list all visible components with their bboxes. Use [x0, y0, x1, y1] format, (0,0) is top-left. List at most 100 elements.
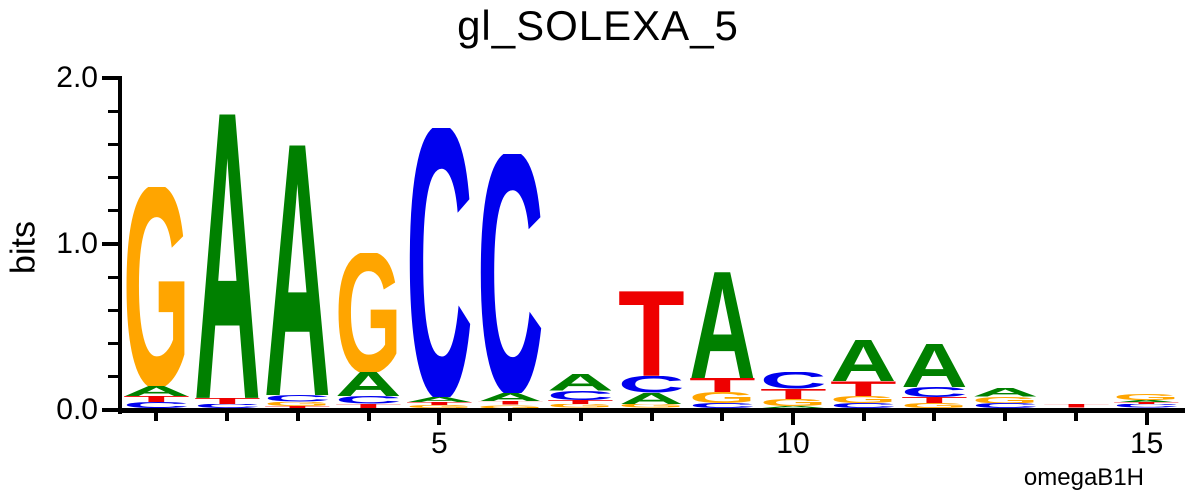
svg-text:A: A — [830, 340, 897, 382]
svg-text:C: C — [760, 372, 827, 389]
svg-text:T: T — [901, 397, 968, 403]
svg-text:T: T — [335, 404, 402, 408]
logo-letter-T: T — [830, 381, 897, 396]
svg-text:C: C — [1113, 404, 1180, 408]
logo-letter-C: C — [1113, 404, 1180, 408]
logo-letter-A: A — [901, 344, 968, 387]
svg-text:G: G — [264, 402, 331, 406]
logo-letter-G: G — [830, 396, 897, 403]
logo-letter-A: A — [618, 393, 685, 405]
svg-text:A: A — [689, 272, 756, 378]
svg-text:C: C — [335, 396, 402, 403]
x-tick-minor — [1073, 413, 1078, 421]
svg-text:A: A — [123, 386, 190, 396]
x-tick-minor — [578, 413, 583, 421]
logo-letter-A: A — [972, 388, 1039, 396]
svg-text:T: T — [123, 396, 190, 402]
svg-text:T: T — [1113, 402, 1180, 404]
svg-text:C: C — [901, 387, 968, 397]
logo-letter-C: C — [618, 376, 685, 393]
logo-letter-G: G — [477, 405, 544, 408]
x-tick-minor — [932, 413, 937, 421]
svg-text:A: A — [477, 393, 544, 401]
svg-text:C: C — [689, 403, 756, 408]
svg-text:A: A — [901, 344, 968, 387]
svg-text:G: G — [689, 392, 756, 403]
logo-letter-G: G — [760, 399, 827, 406]
logo-letter-A: A — [1113, 400, 1180, 402]
svg-text:T: T — [264, 406, 331, 408]
y-tick-major — [102, 76, 118, 80]
logo-letter-C: C — [972, 403, 1039, 408]
logo-letter-A: A — [123, 386, 190, 396]
y-tick-major — [102, 408, 118, 412]
logo-letter-T: T — [689, 378, 756, 392]
svg-text:T: T — [477, 401, 544, 405]
logo-letter-C: C — [689, 403, 756, 408]
logo-letter-G: G — [547, 404, 614, 408]
logo-letter-A: A — [477, 393, 544, 401]
y-tick-major — [102, 242, 118, 246]
logo-letter-T: T — [406, 402, 473, 405]
y-tick-minor — [108, 209, 118, 213]
svg-text:A: A — [760, 406, 827, 408]
logo-letter-T: T — [901, 397, 968, 403]
x-tick-label: 5 — [430, 427, 448, 460]
svg-text:G: G — [760, 399, 827, 406]
x-axis-line — [118, 408, 1185, 413]
x-tick-minor — [649, 413, 654, 421]
logo-letter-A: A — [194, 114, 261, 398]
svg-text:T: T — [406, 402, 473, 405]
svg-text:G: G — [406, 405, 473, 408]
logo-letter-T: T — [335, 404, 402, 408]
logo-letter-G: G — [264, 402, 331, 406]
logo-letter-G: G — [618, 404, 685, 408]
x-tick-major — [790, 413, 795, 425]
svg-text:A: A — [406, 397, 473, 402]
svg-text:T: T — [618, 291, 685, 376]
x-tick-minor — [225, 413, 230, 421]
svg-text:C: C — [618, 376, 685, 393]
svg-text:A: A — [194, 114, 261, 398]
y-tick-minor — [108, 109, 118, 113]
logo-letter-T: T — [618, 291, 685, 376]
logo-letter-A: A — [689, 272, 756, 378]
logo-letter-T: T — [477, 401, 544, 405]
x-tick-minor — [861, 413, 866, 421]
logo-letter-C: C — [123, 402, 190, 408]
svg-text:A: A — [1113, 400, 1180, 402]
y-tick-label: 0.0 — [56, 393, 98, 426]
svg-text:C: C — [547, 391, 614, 400]
logo-letter-T: T — [194, 398, 261, 404]
svg-text:C: C — [830, 403, 897, 408]
x-tick-major — [1144, 413, 1149, 425]
svg-text:G: G — [1113, 394, 1180, 400]
svg-text:A: A — [547, 374, 614, 391]
x-tick-minor — [508, 413, 513, 421]
y-axis-line — [118, 76, 122, 414]
logo-letter-C: C — [760, 372, 827, 389]
svg-text:A: A — [264, 145, 331, 396]
logo-column: T — [1043, 404, 1110, 408]
y-tick-minor — [108, 176, 118, 180]
logo-letter-A: A — [264, 145, 331, 396]
svg-text:C: C — [972, 403, 1039, 408]
logo-letter-T: T — [264, 406, 331, 408]
svg-text:G: G — [618, 404, 685, 408]
svg-text:G: G — [547, 404, 614, 408]
logo-letter-A: A — [760, 406, 827, 408]
svg-text:T: T — [1043, 404, 1110, 408]
logo-letter-G: G — [1113, 394, 1180, 400]
svg-text:G: G — [123, 187, 190, 386]
chart-title: gl_SOLEXA_5 — [457, 2, 739, 49]
svg-text:T: T — [547, 400, 614, 405]
